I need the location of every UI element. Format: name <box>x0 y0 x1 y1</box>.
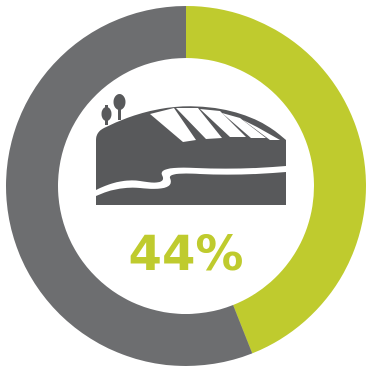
donut-slices <box>6 6 367 366</box>
percent-label: 44% <box>129 226 244 282</box>
donut-slice-remainder <box>6 6 253 366</box>
donut-slice-highlighted <box>186 6 367 354</box>
farm-field-icon <box>96 94 286 205</box>
